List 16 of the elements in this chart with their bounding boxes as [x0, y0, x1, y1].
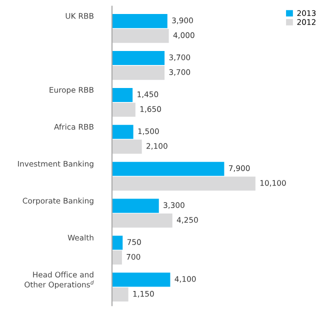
bar: [112, 162, 224, 176]
bar: [112, 250, 122, 265]
bar: [112, 198, 159, 213]
bar: [112, 66, 165, 80]
bar: [112, 88, 133, 102]
bar: [112, 28, 169, 43]
bar: [112, 287, 128, 302]
bar: [112, 51, 165, 66]
bar: [112, 14, 168, 28]
bar: [112, 140, 142, 154]
bar: [112, 272, 170, 287]
bar: [112, 176, 256, 191]
bar: [112, 214, 172, 228]
bar: [112, 124, 134, 139]
bar: [112, 102, 136, 117]
bar: [112, 236, 123, 250]
